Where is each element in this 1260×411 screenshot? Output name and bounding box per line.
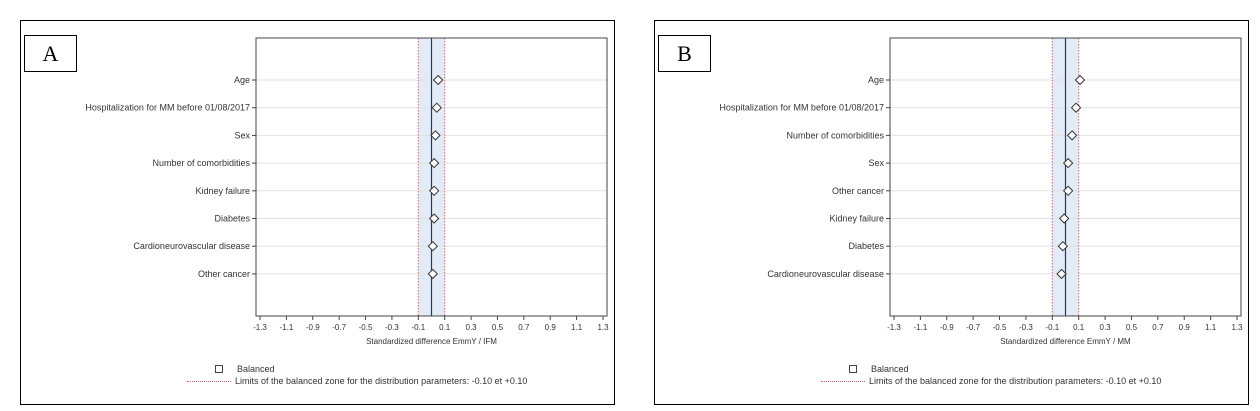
- x-tick-label: -1.3: [887, 323, 901, 332]
- x-tick-label: -0.5: [359, 323, 373, 332]
- data-point: [1062, 157, 1074, 169]
- panel-label: B: [658, 35, 711, 72]
- data-point: [428, 157, 440, 169]
- diamond-marker-icon: [215, 365, 223, 373]
- dotted-line-icon: [187, 380, 231, 382]
- data-point: [1062, 185, 1074, 197]
- x-tick-label: -1.1: [279, 323, 293, 332]
- diamond-marker-icon: [849, 365, 857, 373]
- legend-limits-label: Limits of the balanced zone for the dist…: [235, 376, 528, 386]
- legend-limits: Limits of the balanced zone for the dist…: [821, 375, 1162, 387]
- x-tick-label: -0.7: [966, 323, 980, 332]
- panel-a: A Age Hospitalization for MM before 01/08…: [20, 20, 615, 405]
- category-label: Number of comorbidities: [786, 130, 884, 140]
- x-tick-label: 1.3: [597, 323, 609, 332]
- data-point: [1074, 74, 1086, 86]
- category-label: Diabetes: [214, 214, 250, 224]
- panel-label: A: [24, 35, 77, 72]
- legend-balanced-label: Balanced: [871, 364, 909, 374]
- category-label: Cardioneurovascular disease: [133, 241, 250, 251]
- x-tick-label: 0.3: [466, 323, 478, 332]
- x-tick-label: 0.3: [1100, 323, 1112, 332]
- x-tick-label: -0.1: [1045, 323, 1059, 332]
- x-tick-label: -0.1: [411, 323, 425, 332]
- data-point: [431, 102, 442, 113]
- legend-limits: Limits of the balanced zone for the dist…: [187, 375, 528, 387]
- x-tick-label: 1.3: [1231, 323, 1243, 332]
- data-point: [427, 268, 439, 280]
- x-tick-label: 0.5: [1126, 323, 1138, 332]
- legend: Balanced Limits of the balanced zone for…: [821, 363, 1162, 387]
- x-tick-label: -1.3: [253, 323, 267, 332]
- x-tick-label: 0.7: [1152, 323, 1164, 332]
- category-label: Kidney failure: [195, 186, 250, 196]
- legend: Balanced Limits of the balanced zone for…: [187, 363, 528, 387]
- data-point: [428, 213, 440, 224]
- legend-limits-label: Limits of the balanced zone for the dist…: [869, 376, 1162, 386]
- data-point: [430, 130, 441, 141]
- category-label: Hospitalization for MM before 01/08/2017: [719, 103, 884, 113]
- legend-balanced: Balanced: [211, 363, 527, 375]
- legend-balanced: Balanced: [845, 363, 1161, 375]
- x-tick-label: -0.5: [993, 323, 1007, 332]
- data-point: [1058, 213, 1070, 224]
- x-tick-label: 0.1: [1073, 323, 1085, 332]
- category-label: Other cancer: [198, 269, 250, 279]
- data-point: [427, 240, 439, 252]
- x-tick-label: 0.9: [1179, 323, 1191, 332]
- x-axis-label: Standardized difference EmmY / MM: [1000, 337, 1131, 346]
- x-tick-label: 0.1: [439, 323, 451, 332]
- x-tick-label: -0.9: [306, 323, 320, 332]
- category-label: Hospitalization for MM before 01/08/2017: [85, 103, 250, 113]
- data-point: [1070, 102, 1082, 113]
- x-tick-label: -1.1: [913, 323, 927, 332]
- x-tick-label: -0.3: [1019, 323, 1033, 332]
- category-label: Age: [234, 75, 250, 85]
- forest-plot: Age Hospitalization for MM before 01/08/2…: [85, 37, 609, 346]
- category-label: Age: [868, 75, 884, 85]
- x-tick-label: 1.1: [571, 323, 583, 332]
- panel-b: B Age Hospitalization for MM before 01/08…: [654, 20, 1249, 405]
- category-label: Sex: [868, 158, 884, 168]
- x-tick-label: -0.7: [332, 323, 346, 332]
- category-label: Number of comorbidities: [152, 158, 250, 168]
- data-point: [432, 74, 444, 86]
- forest-plot: Age Hospitalization for MM before 01/08/2…: [719, 37, 1243, 346]
- x-axis-label: Standardized difference EmmY / IFM: [366, 337, 497, 346]
- plot-frame: [889, 37, 1242, 317]
- legend-balanced-label: Balanced: [237, 364, 275, 374]
- x-tick-label: 0.7: [518, 323, 530, 332]
- plot-frame: [255, 37, 608, 317]
- data-point: [428, 185, 440, 197]
- category-label: Diabetes: [848, 241, 884, 251]
- x-tick-label: 0.5: [492, 323, 504, 332]
- data-point: [1056, 268, 1067, 280]
- x-tick-label: 0.9: [545, 323, 557, 332]
- dotted-line-icon: [821, 380, 865, 382]
- x-tick-label: 1.1: [1205, 323, 1217, 332]
- data-point: [1066, 130, 1078, 141]
- category-label: Kidney failure: [829, 214, 884, 224]
- x-tick-label: -0.3: [385, 323, 399, 332]
- category-label: Cardioneurovascular disease: [767, 269, 884, 279]
- x-tick-label: -0.9: [940, 323, 954, 332]
- data-point: [1057, 240, 1069, 252]
- category-label: Sex: [234, 130, 250, 140]
- category-label: Other cancer: [832, 186, 884, 196]
